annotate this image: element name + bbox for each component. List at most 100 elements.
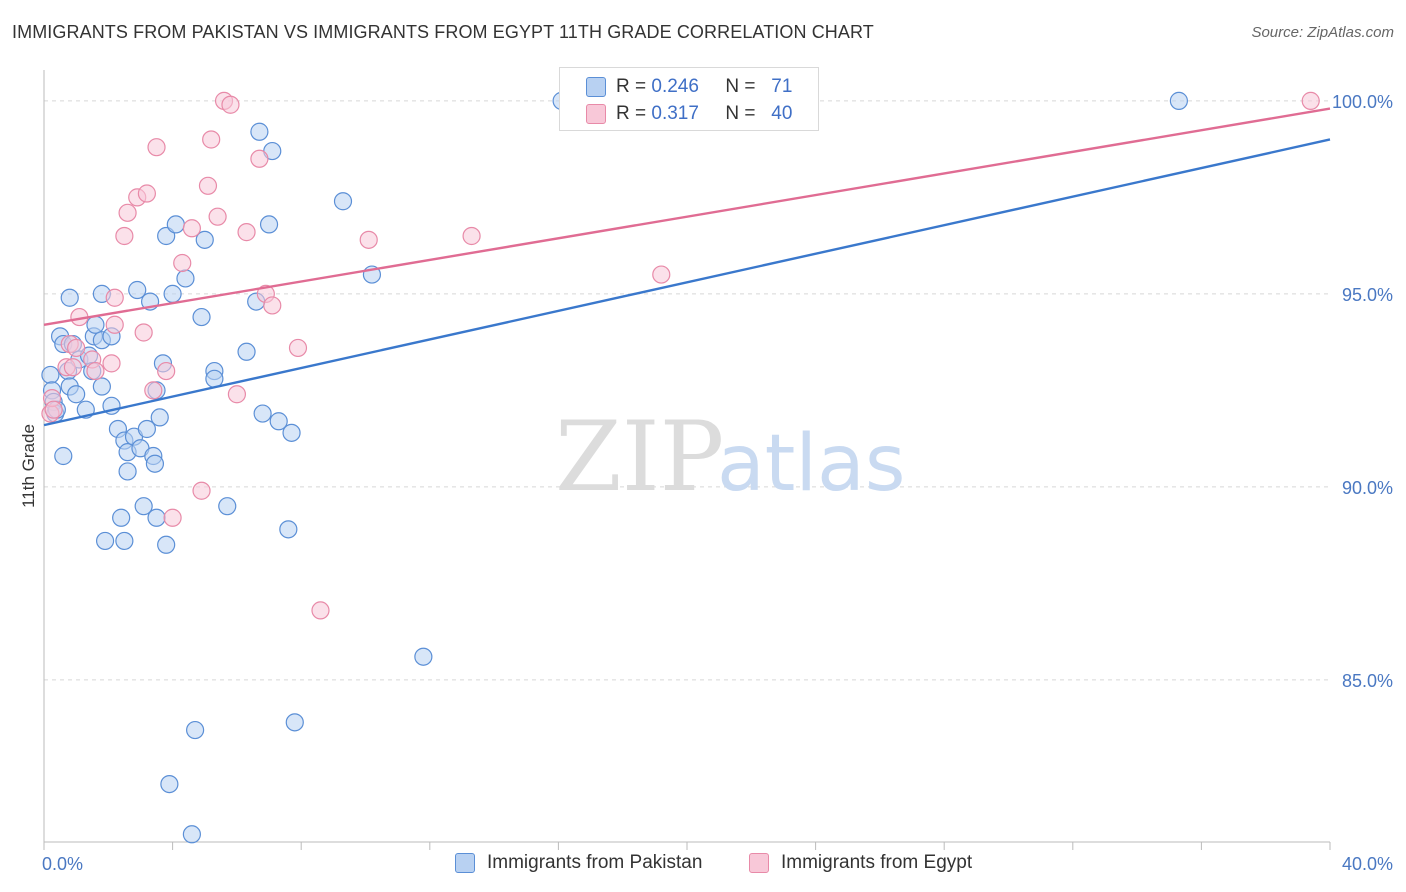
data-point-pakistan [54, 446, 73, 466]
data-point-egypt [163, 508, 182, 527]
x-tick-label-min: 0.0% [42, 854, 83, 874]
legend-swatch-egypt [586, 104, 606, 124]
data-point-pakistan [163, 284, 182, 303]
legend-r-value-egypt: 0.317 [651, 103, 699, 124]
data-point-pakistan [157, 226, 176, 246]
axes [43, 70, 1331, 850]
legend-swatch-egypt [749, 853, 769, 873]
data-point-egypt [208, 207, 227, 226]
trend-line-egypt [43, 107, 1331, 326]
data-point-pakistan [192, 307, 211, 327]
y-axis-label: 11th Grade [19, 424, 38, 508]
data-point-pakistan [282, 423, 301, 442]
data-point-egypt [147, 138, 166, 157]
legend-n-label: N = [725, 76, 756, 97]
data-point-pakistan [95, 531, 115, 551]
trend-line-pakistan [43, 138, 1331, 427]
watermark-atlas: atlas [717, 419, 906, 509]
legend-item-pakistan[interactable]: Immigrants from Pakistan [455, 852, 702, 874]
data-point-egypt [462, 226, 481, 246]
data-point-egypt [44, 400, 63, 419]
data-point-egypt [202, 130, 221, 149]
series-egypt-points [41, 91, 1320, 620]
data-point-egypt [105, 288, 124, 307]
legend-swatch-pakistan [455, 853, 475, 873]
data-point-egypt [118, 203, 137, 222]
tick-labels: 85.0% 90.0% 95.0% 100.0% 0.0% 40.0% [42, 92, 1393, 874]
legend-n-value-pakistan: 71 [771, 76, 793, 97]
legend-n-label: N = [725, 103, 756, 124]
data-point-pakistan [118, 462, 137, 481]
x-tick-label-max: 40.0% [1342, 854, 1393, 874]
data-point-egypt [137, 184, 156, 203]
data-point-pakistan [145, 454, 165, 473]
data-point-pakistan [134, 497, 153, 516]
data-point-egypt [192, 481, 211, 500]
legend-label-egypt: Immigrants from Egypt [781, 852, 973, 873]
data-point-egypt [115, 226, 134, 246]
data-point-pakistan [182, 825, 201, 844]
data-point-pakistan [115, 531, 134, 551]
data-point-pakistan [128, 280, 147, 300]
data-point-pakistan [137, 419, 156, 439]
data-point-egypt [105, 315, 124, 334]
legend-r-value-pakistan: 0.246 [651, 76, 699, 97]
data-point-egypt [359, 230, 378, 249]
trend-lines [43, 107, 1331, 427]
legend-n-value-egypt: 40 [771, 103, 793, 124]
data-point-pakistan [150, 408, 169, 427]
data-point-egypt [102, 354, 121, 373]
data-point-pakistan [259, 215, 279, 234]
data-point-egypt [221, 95, 240, 114]
data-point-egypt [1301, 91, 1320, 110]
data-point-egypt [652, 265, 671, 284]
data-point-egypt [86, 361, 105, 381]
data-point-pakistan [176, 269, 195, 288]
legend-r-label: R = [616, 76, 647, 97]
legend-r-label: R = [616, 103, 647, 124]
data-point-pakistan [41, 365, 60, 385]
data-point-egypt [198, 176, 218, 195]
data-point-egypt [288, 338, 308, 358]
data-point-pakistan [253, 404, 272, 423]
data-point-egypt [144, 381, 163, 400]
legend-item-egypt[interactable]: Immigrants from Egypt [749, 852, 972, 874]
data-point-pakistan [112, 508, 131, 527]
data-point-pakistan [157, 535, 176, 554]
data-point-pakistan [186, 720, 205, 740]
data-point-egypt [227, 385, 246, 404]
legend-swatch-pakistan [586, 77, 606, 97]
data-point-egypt [237, 223, 256, 242]
data-point-pakistan [166, 215, 185, 234]
data-point-pakistan [92, 377, 111, 396]
y-tick-label: 95.0% [1342, 285, 1393, 305]
data-point-pakistan [285, 713, 304, 732]
chart-title: IMMIGRANTS FROM PAKISTAN VS IMMIGRANTS F… [12, 22, 874, 42]
data-point-pakistan [1169, 91, 1188, 110]
data-point-egypt [67, 338, 86, 358]
data-point-egypt [311, 601, 330, 620]
data-point-egypt [173, 253, 192, 273]
legend-label-pakistan: Immigrants from Pakistan [487, 852, 703, 873]
series-legend: Immigrants from Pakistan Immigrants from… [0, 852, 1406, 878]
y-tick-label: 85.0% [1342, 671, 1393, 691]
data-point-egypt [134, 323, 153, 342]
data-point-pakistan [67, 385, 86, 404]
source-credit: Source: ZipAtlas.com [1251, 24, 1394, 41]
data-point-egypt [157, 361, 176, 381]
data-point-pakistan [279, 520, 298, 539]
y-tick-label: 90.0% [1342, 478, 1393, 498]
correlation-legend: R = 0.246 N = 71 R = 0.317 N = 40 [559, 67, 819, 131]
data-point-pakistan [333, 192, 353, 211]
data-point-pakistan [269, 412, 288, 431]
data-point-pakistan [218, 497, 237, 516]
data-point-egypt [63, 358, 83, 377]
data-point-pakistan [147, 508, 166, 527]
data-point-pakistan [237, 342, 256, 361]
data-point-egypt [182, 219, 201, 238]
data-point-egypt [263, 296, 282, 315]
watermark-zip: ZIP [555, 401, 724, 513]
data-point-pakistan [195, 230, 214, 249]
data-point-pakistan [60, 288, 79, 307]
